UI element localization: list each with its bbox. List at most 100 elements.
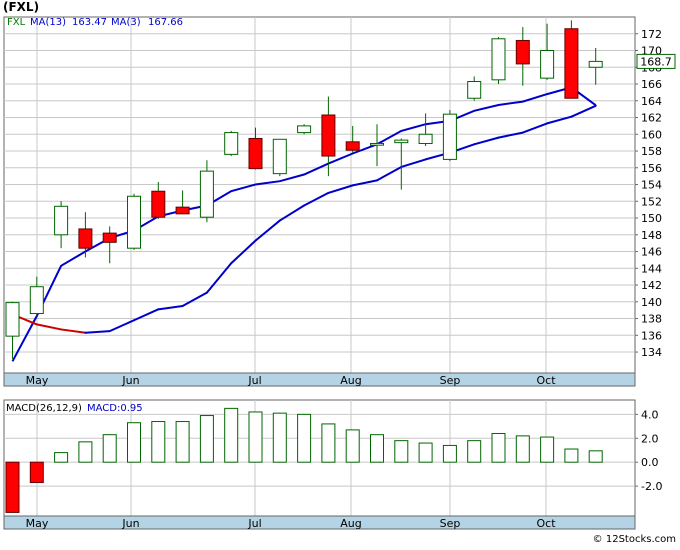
price-y-tick-label: 140: [641, 296, 662, 309]
macd-bar-negative: [5, 461, 20, 513]
price-x-tick-label: Sep: [440, 374, 461, 387]
candle: [418, 113, 433, 146]
candle: [5, 301, 20, 359]
price-y-tick-label: 148: [641, 229, 662, 242]
ma3-line-segment: [108, 319, 135, 333]
macd-bar-positive: [272, 412, 287, 463]
legend-ma3-label: MA(3): [111, 17, 141, 28]
macd-y-axis: 4.0 2.0 0.0 -2.0: [635, 408, 662, 493]
macd-bar-positive: [564, 448, 579, 463]
macd-bar-negative: [29, 461, 44, 484]
watermark: © 12Stocks.com: [593, 534, 676, 545]
macd-bar-positive: [102, 434, 117, 463]
candle-body-up: [394, 139, 409, 144]
candle-body-down: [151, 190, 166, 218]
last-price-value: 168.7: [640, 55, 672, 68]
candle-body-up: [588, 60, 603, 68]
candle: [175, 190, 190, 215]
legend-ticker: FXL: [7, 17, 26, 28]
candle: [394, 138, 409, 190]
candle-body-up: [29, 286, 44, 315]
price-y-tick-label: 150: [641, 212, 662, 225]
price-x-tick-label: Jul: [247, 374, 261, 387]
price-y-tick-label: 154: [641, 179, 662, 192]
price-y-tick-label: 136: [641, 329, 662, 342]
macd-bar-positive: [394, 440, 409, 463]
candle: [151, 182, 166, 219]
price-y-tick-label: 134: [641, 346, 662, 359]
macd-bar-positive: [370, 434, 384, 463]
ma3-line-segment: [546, 115, 573, 125]
macd-bar-positive: [54, 452, 69, 463]
price-y-tick-label: 152: [641, 195, 662, 208]
price-panel: 134 136 138 140 142 144 146 148 150 152 154 156 158 1…: [3, 0, 676, 387]
macd-bar-positive: [442, 444, 457, 463]
price-x-tick-label: Aug: [340, 374, 361, 387]
candle: [467, 76, 482, 101]
candle-body-down: [248, 137, 263, 170]
candle: [102, 226, 117, 264]
candle: [442, 109, 457, 162]
ma3-line-segment: [230, 239, 257, 265]
legend-ma13-label: MA(13): [30, 17, 66, 28]
macd-x-axis: May Jun Jul Aug Sep Oct: [26, 517, 557, 530]
candle: [564, 20, 579, 99]
ma3-line-segment: [400, 158, 427, 168]
macd-x-tick-label: Jul: [247, 517, 261, 530]
candle-body-up: [540, 50, 555, 79]
macd-bar-positive: [127, 422, 141, 463]
macd-bar-positive: [588, 450, 603, 463]
candle-body-up: [224, 132, 239, 155]
candle-body-up: [54, 205, 69, 236]
candle: [199, 160, 214, 223]
candle-body-up: [370, 142, 384, 146]
price-y-tick-label: 160: [641, 128, 662, 141]
macd-value: MACD:0.95: [87, 403, 143, 414]
macd-bar-positive: [199, 415, 214, 463]
candle-body-up: [272, 138, 287, 175]
ma3-line-layer: [11, 104, 597, 334]
candle-body-up: [5, 302, 20, 337]
macd-bar-positive: [248, 411, 263, 463]
macd-bar-positive: [345, 429, 360, 463]
last-price-badge: [636, 53, 676, 69]
macd-bar-positive: [175, 421, 190, 463]
candle: [272, 138, 287, 177]
candle: [54, 201, 69, 249]
candle-body-up: [297, 125, 312, 134]
candle: [127, 193, 141, 250]
macd-y-tick-label: -2.0: [641, 480, 662, 493]
macd-bar-positive: [78, 441, 93, 463]
candle-body-down: [102, 232, 117, 243]
candle: [78, 212, 93, 258]
price-y-tick-label: 172: [641, 28, 662, 41]
macd-x-tick-label: May: [26, 517, 49, 530]
candle-body-down: [564, 28, 579, 99]
candle: [491, 37, 506, 85]
macd-y-tick-label: 4.0: [641, 408, 659, 421]
candlestick-layer: [5, 20, 603, 359]
macd-y-tick-label: 2.0: [641, 432, 659, 445]
candle: [515, 27, 530, 86]
ma3-line-segment: [497, 131, 524, 139]
candle: [588, 47, 603, 85]
candle-body-down: [78, 228, 93, 249]
candle: [540, 23, 555, 80]
macd-bar-positive: [151, 421, 166, 463]
ma3-line-segment: [327, 184, 354, 194]
ma3-line-segment: [157, 304, 184, 311]
macd-x-tick-label: Aug: [340, 517, 361, 530]
ma3-line-segment: [35, 323, 63, 331]
price-x-tick-label: May: [26, 374, 49, 387]
ma3-line-segment: [303, 191, 330, 207]
candle: [248, 127, 263, 170]
candle: [224, 130, 239, 157]
macd-label: MACD(26,12,9): [6, 403, 82, 414]
macd-bar-positive: [297, 413, 312, 463]
ma3-line-segment: [351, 179, 378, 187]
ma3-line-segment: [376, 165, 403, 182]
ma3-line-segment: [60, 328, 87, 334]
ma3-line-segment: [84, 330, 111, 334]
